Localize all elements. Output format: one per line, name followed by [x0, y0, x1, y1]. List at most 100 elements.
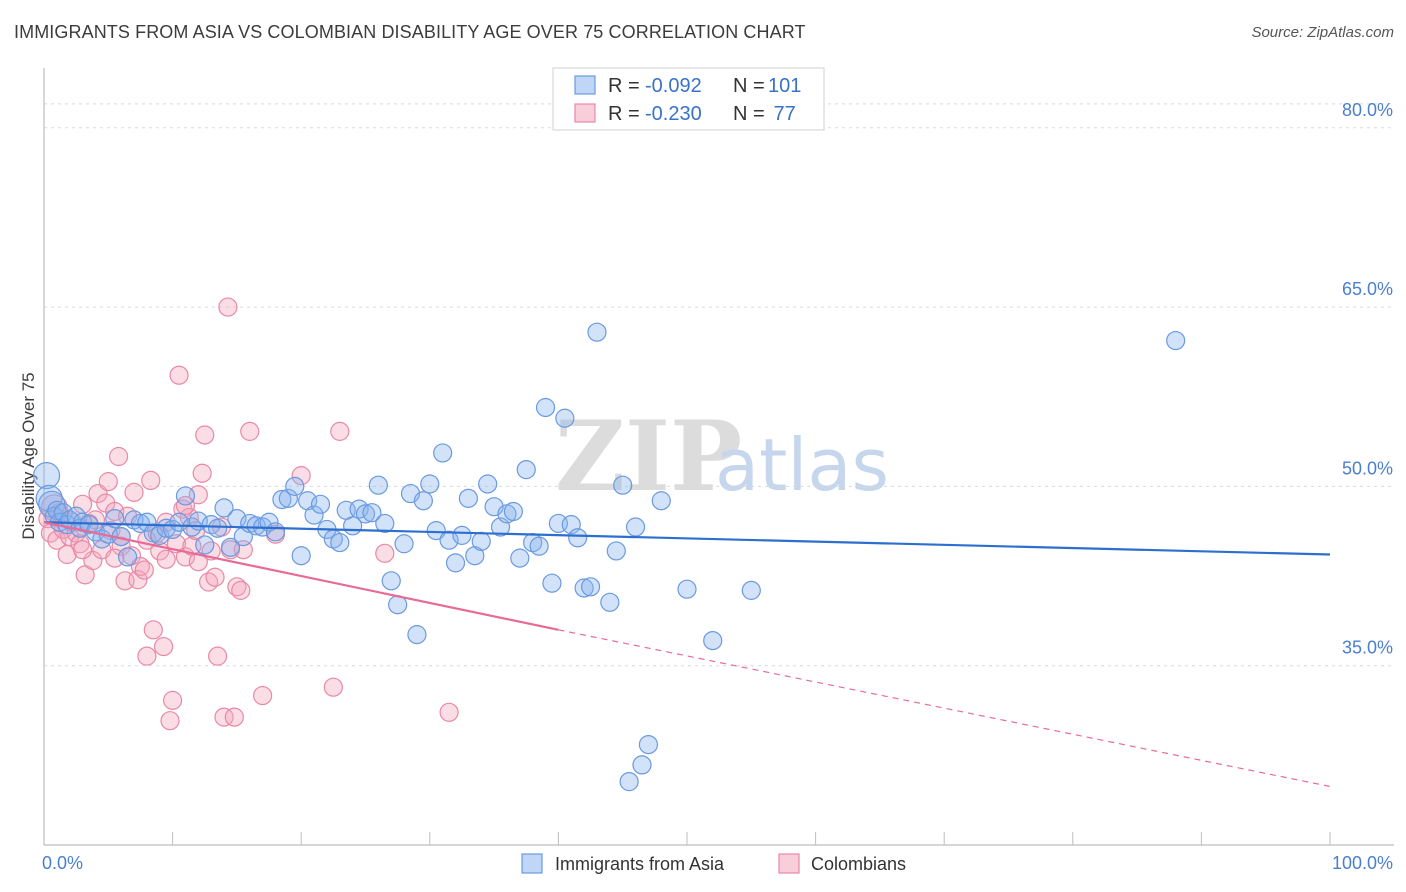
data-point	[218, 297, 238, 317]
data-point	[632, 755, 652, 775]
data-point	[330, 421, 350, 441]
data-point	[458, 488, 478, 508]
legend-n-label-colombians: N =	[733, 103, 765, 125]
data-point	[124, 482, 144, 502]
bottom-legend-swatch-asia[interactable]	[521, 853, 543, 874]
data-point	[580, 577, 601, 597]
data-point	[98, 472, 118, 492]
data-point	[703, 630, 723, 651]
data-point	[323, 677, 343, 697]
data-point	[156, 549, 176, 569]
legend-r-label-colombians: R =	[608, 103, 640, 125]
data-point	[137, 512, 157, 532]
data-point	[375, 513, 395, 534]
bottom-legend-label-asia[interactable]: Immigrants from Asia	[555, 854, 725, 874]
data-point	[272, 489, 292, 510]
data-point	[613, 475, 633, 495]
data-point	[214, 498, 234, 518]
y-tick-label: 80.0%	[1342, 100, 1393, 120]
data-point	[291, 546, 311, 566]
data-point	[285, 476, 305, 496]
data-point	[253, 685, 273, 706]
data-point	[205, 567, 225, 587]
data-point	[134, 560, 154, 580]
data-point	[741, 580, 761, 600]
trend-line-0	[43, 521, 1331, 556]
bottom-legend-label-colombians[interactable]: Colombians	[811, 854, 906, 874]
data-point	[220, 537, 241, 557]
data-point	[587, 322, 607, 342]
x-ticks	[172, 832, 1331, 845]
y-tick-label: 35.0%	[1342, 638, 1393, 658]
data-point	[214, 707, 234, 727]
y-tick-label: 65.0%	[1342, 279, 1393, 299]
y-tick-label: 50.0%	[1342, 458, 1393, 478]
data-point	[355, 504, 376, 524]
legend-r-label-asia: R =	[608, 75, 640, 97]
data-point	[160, 711, 180, 731]
data-point	[638, 734, 659, 755]
y-axis-label: Disability Age Over 75	[19, 372, 38, 539]
data-point	[574, 578, 594, 598]
data-point	[143, 620, 163, 640]
legend-n-label-asia: N =	[733, 75, 765, 97]
data-point	[465, 546, 485, 566]
data-point	[195, 425, 215, 445]
data-point	[606, 541, 626, 561]
x-tick-labels: 0.0% 100.0%	[42, 853, 1393, 873]
series-legend: Immigrants from Asia Colombians	[521, 853, 906, 874]
y-tick-labels: 35.0% 50.0% 65.0% 80.0%	[1342, 100, 1393, 658]
data-point	[117, 547, 138, 567]
data-point	[304, 505, 324, 525]
data-point	[375, 543, 395, 563]
data-point	[368, 475, 388, 495]
data-point	[231, 580, 251, 600]
data-point	[529, 536, 549, 556]
data-point	[108, 446, 129, 467]
data-point	[510, 548, 530, 568]
data-point	[677, 579, 697, 599]
legend-r-value-asia: -0.092	[645, 75, 702, 97]
data-point	[651, 491, 671, 511]
data-point	[568, 528, 588, 548]
data-point	[192, 463, 212, 483]
data-point	[265, 522, 286, 542]
bottom-legend-swatch-colombians[interactable]	[778, 853, 800, 874]
x-tick-label: 0.0%	[42, 853, 83, 873]
trend-line-1	[43, 521, 559, 631]
data-point	[163, 690, 183, 710]
data-point	[413, 491, 433, 511]
data-point	[278, 488, 298, 508]
data-point	[439, 702, 459, 722]
x-tick-label: 100.0%	[1332, 853, 1393, 873]
data-point	[330, 532, 350, 553]
series-points	[32, 297, 1186, 792]
data-point	[240, 421, 260, 441]
data-point	[169, 365, 189, 385]
chart-title: IMMIGRANTS FROM ASIA VS COLOMBIAN DISABI…	[14, 22, 806, 42]
data-point	[310, 494, 331, 514]
data-point	[362, 503, 382, 523]
data-point	[407, 625, 427, 645]
data-point	[105, 501, 125, 522]
data-point	[224, 707, 244, 727]
stats-legend: R = -0.092 N = 101 R = -0.230 N = 77	[552, 67, 825, 131]
data-point	[503, 501, 523, 522]
data-point	[137, 646, 157, 666]
gridlines	[44, 103, 1394, 667]
data-point	[208, 646, 228, 666]
data-point	[445, 553, 466, 573]
source-label: Source: ZipAtlas.com	[1251, 24, 1394, 41]
data-point	[32, 462, 61, 490]
stats-legend-box	[552, 67, 825, 131]
data-point	[555, 408, 575, 428]
data-point	[478, 474, 498, 494]
data-point	[535, 397, 556, 418]
data-point	[195, 535, 215, 555]
data-point	[619, 772, 639, 792]
data-point	[625, 517, 646, 537]
data-point	[516, 460, 536, 480]
data-point	[600, 592, 620, 612]
data-point	[542, 573, 562, 593]
data-point	[433, 443, 453, 463]
